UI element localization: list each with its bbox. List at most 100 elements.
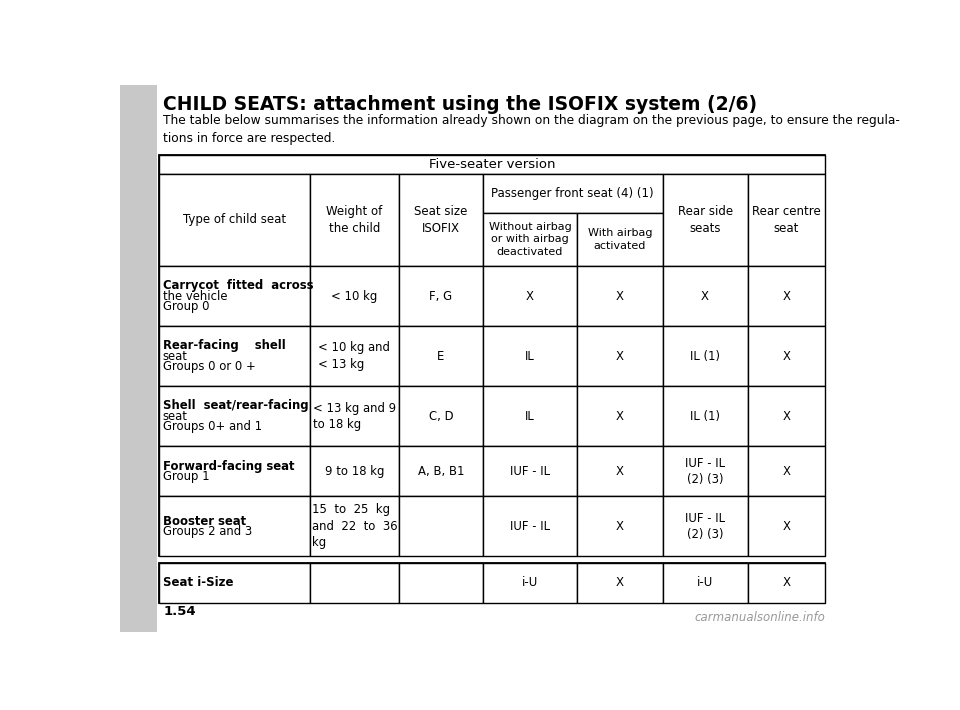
Text: CHILD SEATS: attachment using the ISOFIX system (2/6): CHILD SEATS: attachment using the ISOFIX…	[163, 95, 757, 114]
Text: Rear-facing    shell: Rear-facing shell	[162, 339, 285, 352]
Text: Booster seat: Booster seat	[162, 515, 246, 528]
Text: IUF - IL: IUF - IL	[510, 520, 550, 533]
Text: Passenger front seat (4) (1): Passenger front seat (4) (1)	[492, 187, 654, 200]
Bar	[662, 266, 748, 326]
Text: Without airbag
or with airbag
deactivated: Without airbag or with airbag deactivate…	[489, 222, 571, 257]
Bar	[158, 562, 826, 603]
Bar	[310, 326, 399, 386]
Text: X: X	[616, 290, 624, 302]
Text: X: X	[782, 576, 790, 589]
Text: IUF - IL
(2) (3): IUF - IL (2) (3)	[685, 457, 725, 486]
Text: IUF - IL: IUF - IL	[510, 465, 550, 478]
Text: Groups 2 and 3: Groups 2 and 3	[162, 525, 252, 538]
Text: With airbag
activated: With airbag activated	[588, 228, 652, 251]
Bar	[483, 212, 577, 266]
Bar	[577, 266, 662, 326]
Text: X: X	[782, 520, 790, 533]
Text: Rear centre
seat: Rear centre seat	[752, 205, 821, 235]
Text: < 13 kg and 9
to 18 kg: < 13 kg and 9 to 18 kg	[313, 402, 396, 431]
Bar	[662, 447, 748, 496]
Text: 1.54: 1.54	[163, 605, 196, 618]
Text: < 10 kg and
< 13 kg: < 10 kg and < 13 kg	[319, 342, 391, 371]
Bar	[748, 326, 826, 386]
Bar	[483, 326, 577, 386]
Text: Groups 0+ and 1: Groups 0+ and 1	[162, 420, 262, 433]
Text: Rear side
seats: Rear side seats	[678, 205, 732, 235]
Text: IUF - IL
(2) (3): IUF - IL (2) (3)	[685, 512, 725, 541]
Bar	[158, 155, 826, 557]
Bar	[399, 386, 483, 447]
Text: Five-seater version: Five-seater version	[429, 158, 555, 170]
Text: X: X	[782, 350, 790, 363]
Text: seat: seat	[162, 350, 187, 363]
Text: Seat size
ISOFIX: Seat size ISOFIX	[414, 205, 468, 235]
Text: 15  to  25  kg
and  22  to  36
kg: 15 to 25 kg and 22 to 36 kg	[312, 503, 397, 550]
Bar	[577, 447, 662, 496]
Text: F, G: F, G	[429, 290, 452, 302]
Text: Weight of
the child: Weight of the child	[326, 205, 383, 235]
Text: X: X	[782, 410, 790, 422]
Bar	[662, 326, 748, 386]
Text: X: X	[782, 465, 790, 478]
Text: i-U: i-U	[697, 576, 713, 589]
Bar	[310, 562, 399, 603]
Bar	[483, 386, 577, 447]
Bar	[158, 386, 310, 447]
Text: X: X	[616, 576, 624, 589]
Bar	[158, 174, 310, 266]
Bar	[483, 447, 577, 496]
Text: X: X	[526, 290, 534, 302]
Text: Type of child seat: Type of child seat	[182, 214, 286, 226]
Bar	[399, 326, 483, 386]
Bar	[577, 386, 662, 447]
Text: X: X	[616, 520, 624, 533]
Bar	[158, 447, 310, 496]
Text: IL: IL	[525, 350, 535, 363]
Text: X: X	[616, 350, 624, 363]
Bar	[748, 447, 826, 496]
Bar	[399, 174, 483, 266]
Text: IL: IL	[525, 410, 535, 422]
Bar	[483, 174, 662, 212]
Bar	[158, 562, 310, 603]
Text: carmanualsonline.info: carmanualsonline.info	[694, 611, 826, 624]
Text: Shell  seat/rear-facing: Shell seat/rear-facing	[162, 400, 308, 413]
Bar	[310, 266, 399, 326]
Text: C, D: C, D	[428, 410, 453, 422]
Bar	[158, 266, 310, 326]
Text: X: X	[616, 410, 624, 422]
Bar	[748, 496, 826, 557]
Text: Carrycot  fitted  across: Carrycot fitted across	[162, 279, 313, 293]
Text: X: X	[616, 465, 624, 478]
Text: X: X	[701, 290, 709, 302]
Bar	[310, 386, 399, 447]
Text: seat: seat	[162, 410, 187, 422]
Bar	[662, 174, 748, 266]
Text: 9 to 18 kg: 9 to 18 kg	[324, 465, 384, 478]
Text: Group 0: Group 0	[162, 300, 209, 313]
Bar	[483, 496, 577, 557]
Text: E: E	[437, 350, 444, 363]
Bar	[662, 562, 748, 603]
Bar	[120, 85, 157, 632]
Text: Group 1: Group 1	[162, 470, 209, 483]
Bar	[483, 266, 577, 326]
Bar	[577, 212, 662, 266]
Text: Forward-facing seat: Forward-facing seat	[162, 459, 294, 473]
Bar	[577, 326, 662, 386]
Bar	[577, 496, 662, 557]
Bar	[158, 155, 826, 174]
Bar	[158, 496, 310, 557]
Text: IL (1): IL (1)	[690, 410, 720, 422]
Bar	[483, 562, 577, 603]
Text: IL (1): IL (1)	[690, 350, 720, 363]
Bar	[399, 447, 483, 496]
Text: i-U: i-U	[522, 576, 539, 589]
Bar	[748, 386, 826, 447]
Text: < 10 kg: < 10 kg	[331, 290, 377, 302]
Bar	[662, 496, 748, 557]
Bar	[399, 496, 483, 557]
Bar	[577, 562, 662, 603]
Bar	[310, 174, 399, 266]
Text: the vehicle: the vehicle	[162, 290, 228, 302]
